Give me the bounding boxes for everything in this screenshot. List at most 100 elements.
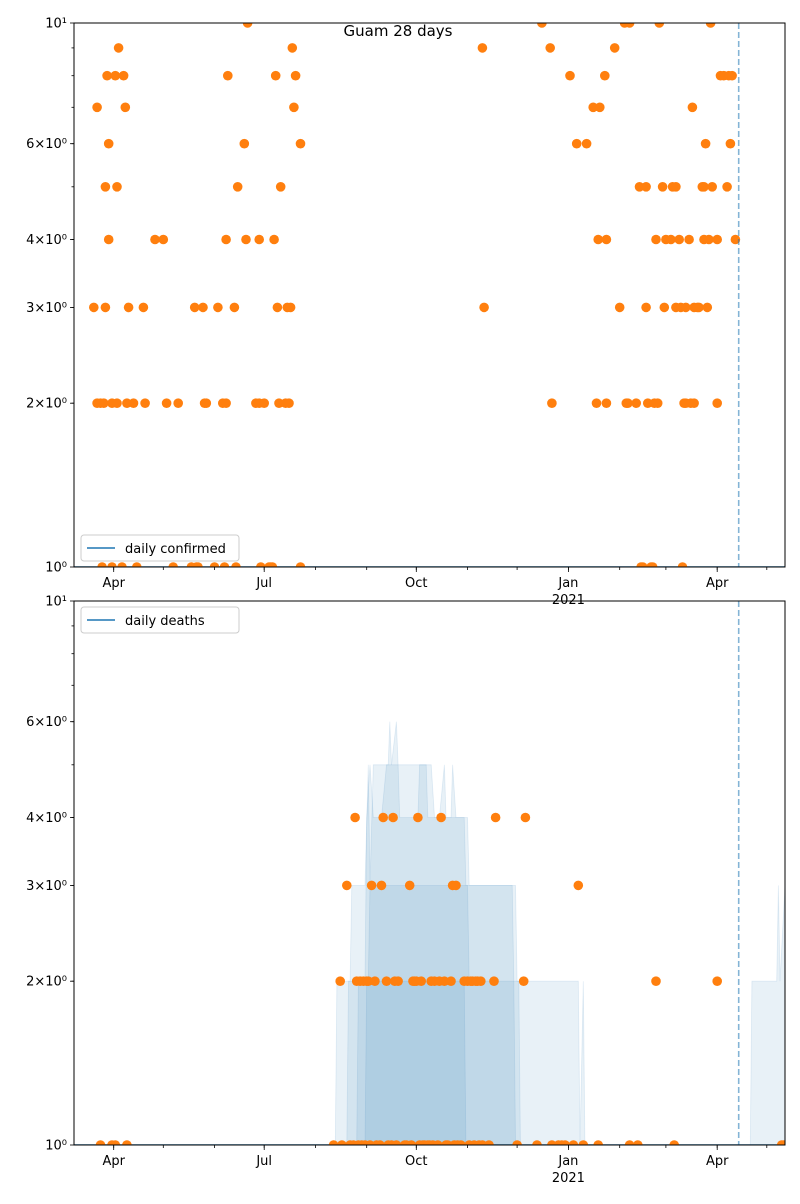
data-point: [229, 302, 240, 313]
scatter-series-1: [89, 23, 741, 567]
data-point: [647, 562, 658, 567]
data-point: [573, 880, 584, 891]
plot-area: [74, 601, 785, 1145]
figure-title: Guam 28 days: [344, 22, 453, 40]
y-tick-label: 6×10⁰: [26, 137, 67, 152]
data-point: [712, 398, 722, 409]
legend-box: [80, 606, 240, 634]
data-point: [118, 70, 129, 81]
data-point: [659, 302, 670, 313]
data-point: [275, 182, 286, 192]
data-point: [221, 234, 231, 245]
y-tick-label: 2×10⁰: [26, 397, 67, 412]
x-tick-label: Jul: [255, 1154, 272, 1169]
data-point: [609, 43, 620, 53]
data-point: [95, 1140, 106, 1145]
data-point: [102, 70, 112, 81]
data-point: [712, 234, 722, 245]
data-point: [219, 562, 230, 567]
data-point: [654, 23, 665, 28]
data-point: [547, 398, 557, 409]
scatter-series-1: [95, 812, 785, 1145]
data-point: [97, 562, 107, 567]
data-point: [241, 234, 251, 245]
data-point: [381, 976, 392, 986]
data-point: [209, 562, 220, 567]
data-point: [168, 562, 178, 567]
y-tick-label: 4×10⁰: [26, 811, 67, 826]
data-point: [565, 70, 575, 81]
data-point: [103, 234, 114, 245]
data-point: [272, 302, 283, 313]
y-tick-label: 2×10⁰: [26, 975, 67, 990]
data-point: [350, 812, 360, 823]
data-point: [578, 1140, 589, 1145]
data-point: [560, 1140, 570, 1145]
axes-frame: [73, 22, 786, 568]
data-point: [173, 398, 183, 409]
data-point: [122, 398, 132, 409]
data-point: [633, 1140, 643, 1145]
data-point: [537, 23, 547, 28]
band-3: [364, 980, 467, 1145]
bottom-panel: 10¹ 6×10⁰ 4×10⁰ 3×10⁰ 2×10⁰ 10⁰ Apr Jul Oct Jan 20…: [26, 595, 786, 1186]
data-point: [456, 1140, 466, 1145]
data-point: [674, 234, 684, 245]
data-point: [120, 102, 131, 113]
data-point: [242, 23, 253, 28]
data-point: [287, 43, 298, 53]
data-point: [213, 302, 223, 313]
data-point: [342, 880, 352, 891]
data-point: [270, 70, 281, 81]
legend-box: [80, 534, 240, 562]
data-point: [375, 1140, 385, 1145]
data-point: [370, 976, 380, 986]
data-point: [100, 182, 111, 192]
data-point: [269, 234, 279, 245]
data-point: [112, 398, 122, 409]
data-point: [702, 302, 713, 313]
data-point: [687, 102, 698, 113]
data-point: [290, 70, 301, 81]
y-tick-label: 6×10⁰: [26, 715, 67, 730]
data-point: [638, 562, 648, 567]
data-point: [138, 302, 149, 313]
data-point: [232, 182, 243, 192]
data-point: [103, 138, 114, 149]
data-point: [643, 398, 653, 409]
data-point: [328, 1140, 339, 1145]
data-point: [595, 102, 605, 113]
data-point: [520, 812, 531, 823]
x-tick-label: Oct: [405, 1154, 427, 1169]
data-point: [391, 1140, 402, 1145]
data-point: [132, 562, 142, 567]
data-point: [366, 880, 377, 891]
x-tick-label: Apr: [102, 576, 125, 591]
data-point: [489, 976, 499, 986]
data-point: [593, 1140, 603, 1145]
x-year-label: 2021: [552, 1171, 585, 1186]
data-point: [591, 398, 602, 409]
data-point: [110, 70, 121, 81]
data-point: [406, 1140, 417, 1145]
data-point: [641, 302, 651, 313]
data-point: [593, 234, 603, 245]
data-point: [140, 398, 150, 409]
data-point: [284, 398, 294, 409]
data-point: [274, 398, 284, 409]
data-point: [285, 302, 296, 313]
data-point: [588, 102, 598, 113]
data-point: [239, 138, 250, 149]
data-point: [614, 302, 625, 313]
data-point: [189, 302, 200, 313]
y-tick-label: 10¹: [45, 595, 67, 610]
data-point: [700, 138, 711, 149]
x-tick-label: Jul: [255, 576, 272, 591]
band-1: [346, 764, 521, 1145]
data-point: [669, 1140, 679, 1145]
data-point: [484, 1140, 494, 1145]
x-tick-label: Oct: [405, 576, 427, 591]
data-point: [476, 976, 486, 986]
